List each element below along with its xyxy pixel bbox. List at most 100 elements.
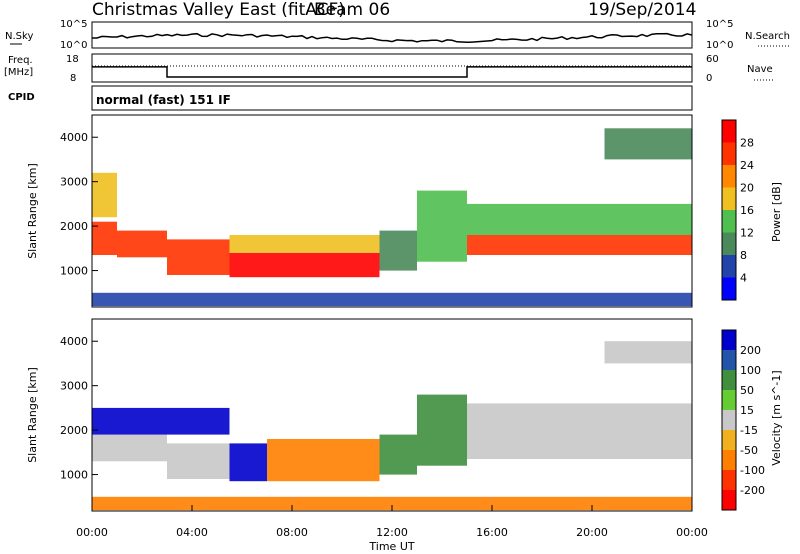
freq-tick-bottom: 8: [70, 73, 76, 84]
freq-tick-top: 18: [66, 54, 79, 65]
freq-label-2: [MHz]: [4, 67, 33, 78]
power-colorbar-tick-6: 4: [740, 272, 747, 285]
velocity-yticks-label-0: 1000: [60, 469, 88, 482]
power-colorbar-label: Power [dB]: [770, 182, 783, 242]
velocity-y-ticks: 1000 2000 3000 4000: [60, 335, 98, 482]
power-cells-band-7: [417, 190, 467, 262]
nave-tick-bottom: 0: [706, 73, 712, 84]
x-tick-label-5: 20:00: [576, 526, 608, 539]
velocity-yticks-label-3: 4000: [60, 335, 88, 348]
velocity-colorbar-tick-3: 15: [740, 404, 754, 417]
cpid-label: CPID: [8, 92, 35, 103]
velocity-colorbar-swatch-4: [722, 410, 736, 430]
power-yticks-label-2: 3000: [60, 176, 88, 189]
velocity-colorbar-swatch-6: [722, 370, 736, 390]
power-colorbar-tick-3: 16: [740, 204, 754, 217]
velocity-colorbar-swatch-7: [722, 350, 736, 370]
velocity-cells-band-6: [417, 394, 467, 466]
power-colorbar: Power [dB] 28 24 20 16 12 8 4: [721, 119, 783, 301]
power-colorbar-swatch-7: [722, 120, 736, 143]
power-colorbar-tick-5: 8: [740, 249, 747, 262]
power-cells-band-6: [379, 230, 417, 271]
power-cells-band-9: [467, 203, 692, 235]
power-cells-band-1: [117, 230, 167, 258]
power-cells-band-11: [92, 292, 692, 307]
x-tick-label-4: 16:00: [476, 526, 508, 539]
x-tick-label-2: 08:00: [276, 526, 308, 539]
velocity-colorbar-tick-4: -15: [740, 424, 758, 437]
power-colorbar-swatch-4: [722, 187, 736, 210]
noise-left-tick-top: 10^5: [60, 19, 87, 30]
power-cells-band-8: [467, 235, 692, 255]
noise-right-tick-bottom: 10^0: [706, 40, 733, 51]
noise-right-tick-top: 10^5: [706, 19, 733, 30]
velocity-colorbar-tick-7: -200: [740, 484, 765, 497]
velocity-cells-band-5: [379, 434, 417, 475]
velocity-colorbar-tick-5: -50: [740, 444, 758, 457]
freq-line: [92, 66, 692, 78]
velocity-cells-band-7: [467, 403, 692, 459]
freq-panel-frame: [91, 53, 693, 83]
velocity-colorbar-swatch-0: [722, 490, 736, 510]
power-colorbar-tick-2: 20: [740, 182, 754, 195]
power-y-ticks: 1000 2000 3000 4000: [60, 131, 98, 278]
power-cells-band-2: [92, 172, 117, 218]
velocity-yticks-label-2: 3000: [60, 380, 88, 393]
velocity-cells-band-8: [604, 341, 692, 364]
power-colorbar-frame: [721, 119, 737, 301]
power-cells-band-5: [229, 235, 380, 253]
power-colorbar-swatch-6: [722, 142, 736, 165]
noise-right-label: N.Search: [745, 31, 790, 42]
velocity-colorbar-swatch-3: [722, 430, 736, 450]
x-axis-label: Time UT: [368, 540, 414, 553]
velocity-colorbar-frame: [721, 329, 737, 511]
power-panel: 1000 2000 3000 4000 Slant Range [km]: [26, 114, 693, 308]
power-colorbar-swatch-5: [722, 165, 736, 188]
power-panel-frame: [91, 114, 693, 308]
velocity-colorbar-swatch-8: [722, 330, 736, 350]
cpid-frame: [91, 85, 693, 111]
power-colorbar-tick-1: 24: [740, 159, 754, 172]
power-colorbar-tick-4: 12: [740, 227, 754, 240]
cpid-mode: normal (fast) 151 IF: [96, 93, 231, 107]
velocity-colorbar-tick-0: 200: [740, 344, 761, 357]
velocity-panel: 1000 2000 3000 4000 Slant Range [km]: [26, 318, 693, 512]
power-cells-band-3: [167, 239, 230, 275]
station-title: Christmas Valley East (fitACF): [92, 0, 345, 20]
velocity-yticks-label-1: 2000: [60, 424, 88, 437]
noise-sky-line: [92, 32, 693, 44]
velocity-colorbar: Velocity [m s^-1] 200 100 50 15 -15 -50 -100 -2…: [721, 329, 783, 511]
power-cells-band-4: [229, 252, 380, 278]
power-cells-band-10: [604, 128, 692, 160]
velocity-colorbar-tick-2: 50: [740, 384, 754, 397]
power-ylabel: Slant Range [km]: [26, 163, 39, 259]
power-heatmap: [92, 128, 692, 307]
velocity-colorbar-tick-6: -100: [740, 464, 765, 477]
freq-panel: Freq. [MHz] 18 8 60 0 Nave: [4, 53, 774, 84]
power-yticks-label-3: 4000: [60, 131, 88, 144]
power-colorbar-swatch-3: [722, 210, 736, 233]
nave-tick-top: 60: [706, 54, 719, 65]
noise-panel: N.Sky 10^5 10^0 10^5 10^0 N.Search: [5, 19, 790, 51]
velocity-colorbar-swatch-5: [722, 390, 736, 410]
x-axis-ticks: 00:00 04:00 08:00 12:00 16:00 20:00 00:00: [76, 505, 708, 539]
velocity-cells-band-3: [229, 443, 267, 482]
velocity-cells-band-2: [167, 443, 230, 479]
nave-label: Nave: [747, 64, 773, 75]
velocity-heatmap: [92, 341, 692, 511]
date-title: 19/Sep/2014: [588, 0, 696, 20]
velocity-colorbar-swatch-1: [722, 470, 736, 490]
power-colorbar-swatch-1: [722, 255, 736, 278]
power-colorbar-swatch-2: [722, 232, 736, 255]
power-colorbar-swatch-0: [722, 277, 736, 300]
velocity-cells-band-4: [267, 439, 380, 482]
freq-label-1: Freq.: [8, 55, 33, 66]
power-colorbar-tick-0: 28: [740, 137, 754, 150]
beam-title: Beam 06: [314, 0, 390, 20]
velocity-colorbar-tick-1: 100: [740, 364, 761, 377]
velocity-cells-band-9: [92, 496, 692, 511]
power-cells-band-0: [92, 221, 117, 255]
noise-left-tick-bottom: 10^0: [60, 40, 87, 51]
velocity-cells-band-0: [92, 434, 167, 462]
